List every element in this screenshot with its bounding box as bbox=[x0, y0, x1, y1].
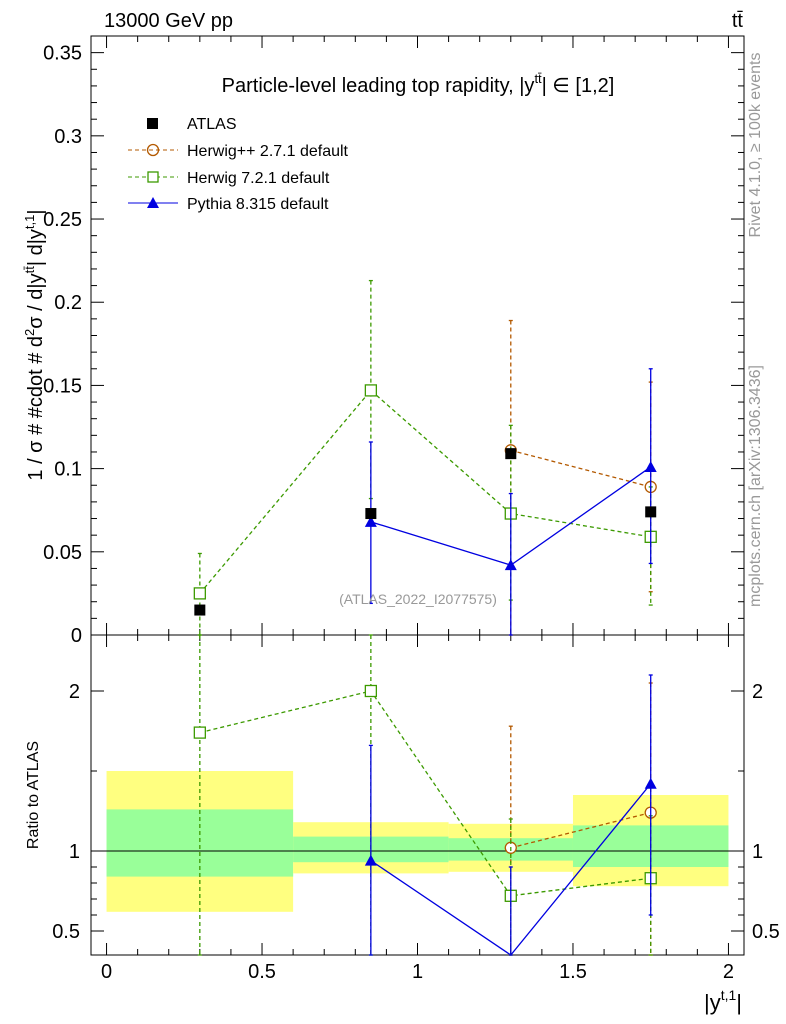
point-pythia bbox=[644, 460, 657, 472]
y-tick-label: 0.2 bbox=[54, 292, 82, 314]
legend: ATLAS Herwig++ 2.7.1 default Herwig 7.2.… bbox=[128, 116, 349, 213]
legend-herwigpp-marker bbox=[146, 143, 160, 157]
point-herwig7 bbox=[364, 384, 378, 397]
ratio-point-herwig7 bbox=[193, 726, 206, 739]
x-tick-label: 0 bbox=[101, 961, 112, 983]
legend-pythia-marker bbox=[147, 197, 159, 208]
axis-ticks: 0 0.5 1 1.5 2 0 0.05 0.1 0.15 0.2 0.25 0.3 0.35 0.5 0.… bbox=[43, 36, 780, 983]
ratio-tick-label-left: 2 bbox=[69, 681, 80, 703]
x-tick-label: 2 bbox=[723, 961, 734, 983]
y-tick-label: 0.1 bbox=[54, 459, 82, 481]
legend-label-pythia: Pythia 8.315 default bbox=[187, 196, 329, 213]
y-tick-label: 0.25 bbox=[43, 209, 82, 231]
legend-label-atlas: ATLAS bbox=[187, 116, 237, 133]
point-atlas bbox=[505, 448, 517, 460]
rivet-label: Rivet 4.1.0, ≥ 100k events bbox=[747, 53, 764, 238]
point-herwig7 bbox=[193, 587, 206, 600]
point-atlas bbox=[365, 508, 377, 520]
x-tick-label: 1.5 bbox=[559, 961, 587, 983]
point-pythia bbox=[364, 515, 377, 527]
plot-title-main: Particle-level leading top rapidity, |y bbox=[222, 75, 535, 97]
data-markers bbox=[193, 279, 657, 956]
ratio-bands bbox=[91, 771, 744, 912]
plot-title-tail: | ∈ [1,2] bbox=[542, 75, 615, 97]
point-atlas bbox=[194, 604, 206, 616]
legend-label-herwig7: Herwig 7.2.1 default bbox=[187, 170, 330, 187]
point-pythia bbox=[504, 559, 517, 571]
ratio-y-axis-label: Ratio to ATLAS bbox=[25, 741, 42, 849]
plot-title-sup: tt̄ bbox=[534, 71, 542, 86]
point-atlas bbox=[645, 506, 657, 518]
ratio-tick-label-right: 1 bbox=[752, 841, 763, 863]
legend-label-herwigpp: Herwig++ 2.7.1 default bbox=[187, 143, 349, 160]
y-tick-label: 0 bbox=[71, 625, 82, 647]
series-line-herwigpp bbox=[510, 449, 651, 488]
process-label: tt̄ bbox=[732, 10, 744, 32]
x-tick-label: 0.5 bbox=[248, 961, 276, 983]
y-tick-label: 0.15 bbox=[43, 375, 82, 397]
series-line-herwig7 bbox=[199, 389, 651, 594]
y-tick-label: 0.35 bbox=[43, 43, 82, 65]
ratio-tick-label-right: 2 bbox=[752, 681, 763, 703]
legend-atlas-marker bbox=[147, 118, 158, 129]
ratio-tick-label-left: 0.5 bbox=[52, 921, 80, 943]
ratio-point-herwig7 bbox=[364, 684, 378, 698]
ratio-line-herwigpp bbox=[510, 811, 651, 849]
x-tick-label: 1 bbox=[412, 961, 423, 983]
ratio-tick-label-left: 1 bbox=[69, 841, 80, 863]
x-axis-label: |yt,1| bbox=[704, 987, 742, 1015]
y-tick-label: 0.05 bbox=[43, 542, 82, 564]
mcplots-label: mcplots.cern.ch [arXiv:1306.3436] bbox=[747, 365, 764, 607]
analysis-id: (ATLAS_2022_I2077575) bbox=[339, 591, 497, 607]
ratio-point-pythia bbox=[364, 854, 377, 866]
y-tick-label: 0.3 bbox=[54, 126, 82, 148]
energy-label: 13000 GeV pp bbox=[104, 10, 233, 32]
y-axis-label: 1 / σ # #cdot # d2σ / d|ytt̄| d|yt,1| bbox=[22, 209, 47, 480]
plot-title: Particle-level leading top rapidity, |yt… bbox=[222, 71, 615, 97]
legend-herwig7-marker bbox=[147, 171, 159, 183]
ratio-tick-label-right: 0.5 bbox=[752, 921, 780, 943]
ratio-point-pythia bbox=[644, 777, 657, 789]
